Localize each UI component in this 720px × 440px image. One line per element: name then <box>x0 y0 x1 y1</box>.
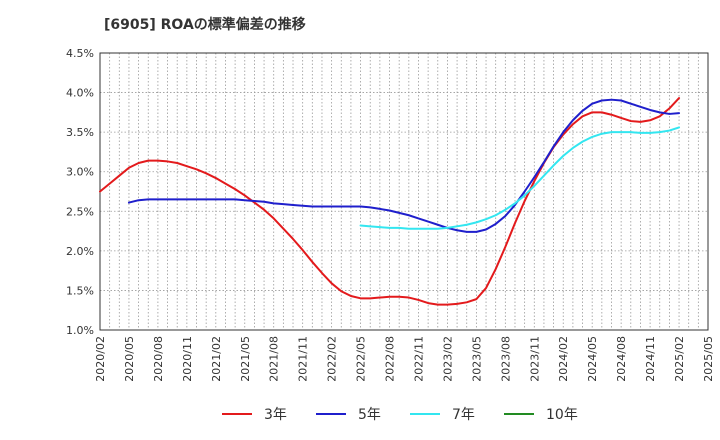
y-tick-label: 3.0% <box>66 166 94 179</box>
legend-label-7年: 7年 <box>452 407 475 423</box>
x-tick-label: 2022/11 <box>412 336 425 382</box>
x-tick-label: 2020/11 <box>181 336 194 382</box>
x-tick-label: 2024/11 <box>644 336 657 382</box>
y-tick-label: 1.0% <box>66 324 94 337</box>
x-tick-label: 2025/05 <box>702 336 715 382</box>
legend-label-5年: 5年 <box>358 407 381 423</box>
x-tick-label: 2023/11 <box>528 336 541 382</box>
x-tick-label: 2024/08 <box>615 336 628 382</box>
x-tick-label: 2022/05 <box>355 336 368 382</box>
x-tick-label: 2023/02 <box>441 336 454 382</box>
y-tick-label: 2.5% <box>66 205 94 218</box>
x-tick-label: 2023/08 <box>499 336 512 382</box>
plot-area <box>100 53 708 330</box>
y-tick-label: 1.5% <box>66 284 94 297</box>
series-line-7年 <box>359 126 681 230</box>
x-tick-label: 2020/02 <box>94 336 107 382</box>
x-tick-label: 2020/08 <box>152 336 165 382</box>
x-tick-label: 2021/05 <box>239 336 252 382</box>
x-tick-label: 2020/05 <box>123 336 136 382</box>
y-tick-label: 4.5% <box>66 47 94 60</box>
y-tick-label: 4.0% <box>66 87 94 100</box>
y-tick-label: 3.5% <box>66 126 94 139</box>
legend-label-3年: 3年 <box>264 407 287 423</box>
x-tick-label: 2024/05 <box>586 336 599 382</box>
series-line-5年 <box>127 98 681 233</box>
x-tick-label: 2025/02 <box>673 336 686 382</box>
y-tick-label: 2.0% <box>66 245 94 258</box>
x-tick-label: 2021/08 <box>268 336 281 382</box>
chart-title: [6905] ROAの標準偏差の推移 <box>104 17 306 33</box>
legend-label-10年: 10年 <box>546 407 578 423</box>
x-tick-label: 2022/02 <box>326 336 339 382</box>
x-tick-label: 2021/02 <box>210 336 223 382</box>
series-line-3年 <box>99 97 681 306</box>
x-tick-label: 2023/05 <box>470 336 483 382</box>
x-tick-label: 2021/11 <box>297 336 310 382</box>
x-tick-label: 2024/02 <box>557 336 570 382</box>
x-tick-label: 2022/08 <box>384 336 397 382</box>
